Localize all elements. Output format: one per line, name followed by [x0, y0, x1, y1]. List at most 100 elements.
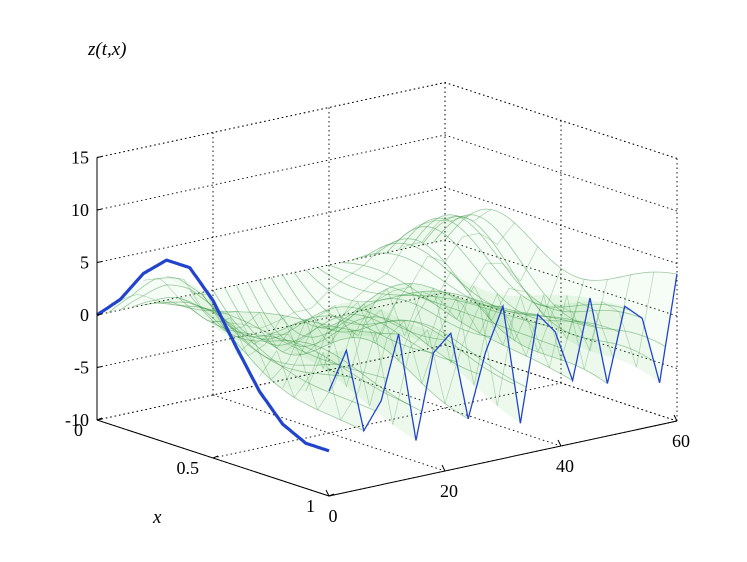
- surface-strip: [349, 253, 585, 340]
- surface-strip: [189, 294, 425, 412]
- surface-strip: [273, 276, 509, 346]
- surface-strip: [381, 229, 617, 358]
- surface-strip: [378, 232, 614, 371]
- x-tick-label: 0: [74, 420, 83, 440]
- surface-strip: [160, 300, 396, 357]
- surface-strip: [186, 295, 422, 426]
- t-tick-0: [325, 489, 330, 497]
- surface-strip: [271, 276, 506, 329]
- surface-strip: [424, 217, 660, 383]
- x-tick-1: [328, 493, 335, 497]
- mesh-line: [212, 289, 446, 341]
- z-tick-label: 15: [71, 148, 89, 168]
- mesh-line: [317, 267, 550, 327]
- mesh-line: [293, 272, 527, 388]
- x-tick-label: 1: [306, 496, 315, 516]
- mesh-line: [154, 302, 388, 379]
- t-tick-20: [441, 464, 446, 472]
- surface-strip: [340, 261, 576, 381]
- surface-strip: [128, 294, 364, 431]
- mesh-line: [282, 274, 515, 385]
- surface-strip: [442, 209, 677, 293]
- x-axis-label: x: [152, 507, 162, 528]
- floor-line-x-0: [96, 344, 446, 421]
- surface-strip: [375, 235, 611, 384]
- surface-strip: [247, 281, 483, 375]
- mesh-line: [421, 216, 655, 362]
- z-tick-label: 5: [80, 253, 89, 273]
- surface-strip: [253, 280, 489, 352]
- mesh-line: [352, 252, 585, 326]
- surface-strip: [297, 271, 532, 369]
- surface-strip: [294, 271, 530, 387]
- surface-strip: [172, 298, 408, 388]
- surface-strip: [436, 211, 672, 329]
- mesh-line-t: [189, 246, 539, 350]
- surface-strip: [265, 278, 501, 333]
- surface-strip: [213, 289, 448, 340]
- surface-strip: [268, 277, 503, 330]
- surface-strip: [355, 245, 590, 312]
- surface-strip: [346, 256, 582, 353]
- surface-strip: [291, 272, 527, 406]
- z-axis-label: z(t,x): [87, 39, 127, 60]
- mesh-line-t: [120, 215, 469, 329]
- surface-strip: [427, 216, 663, 383]
- surface-strip: [218, 288, 454, 348]
- surface-strip: [236, 284, 472, 419]
- surface-strip: [198, 292, 434, 368]
- surface-strip: [314, 267, 550, 326]
- z-tick-label: -10: [65, 410, 89, 430]
- z-tick-15: [96, 156, 103, 158]
- z-tick-label: -5: [74, 358, 89, 378]
- surface-strip: [413, 215, 648, 340]
- surface-strip: [126, 291, 361, 418]
- mesh-line: [108, 277, 341, 366]
- surface-strip: [372, 238, 608, 384]
- surface-strip: [421, 216, 657, 372]
- mesh-line: [328, 264, 562, 349]
- surface-strip: [305, 269, 541, 318]
- mesh-line: [409, 214, 643, 319]
- surface-strip: [166, 299, 402, 352]
- surface-strip: [366, 240, 602, 355]
- surface-strip: [149, 303, 385, 401]
- surface: [97, 208, 678, 441]
- surface-strip: [384, 226, 619, 345]
- surface-strip: [418, 216, 654, 362]
- grid-line-z-15: [96, 82, 678, 159]
- z-tick-0: [96, 313, 103, 316]
- floor-line-t-40: [328, 369, 562, 447]
- mesh-line: [375, 238, 608, 384]
- surface-strip: [430, 214, 666, 365]
- z-tick--5: [96, 366, 103, 368]
- surface-strip: [134, 298, 370, 426]
- surface-strip: [311, 268, 547, 324]
- z-tick-label: 10: [71, 200, 89, 220]
- t-tick-label: 20: [440, 481, 458, 501]
- surface-strip: [317, 266, 553, 329]
- top-edge: [96, 82, 678, 159]
- surface-strip: [439, 210, 675, 311]
- surface-strip: [108, 277, 344, 366]
- surface-strip: [308, 268, 544, 321]
- surface-strip: [360, 243, 596, 327]
- surface-strip: [114, 278, 350, 364]
- surface-strip: [389, 220, 625, 320]
- surface-strip: [221, 287, 457, 362]
- surface-strip: [201, 291, 437, 353]
- surface-strip: [302, 270, 538, 333]
- surface-strip: [256, 280, 492, 345]
- t-tick-label: 40: [556, 456, 574, 476]
- t-axis-line: [328, 420, 678, 497]
- surface-strip: [137, 299, 373, 421]
- surface-strip: [352, 249, 588, 326]
- z-tick-label: 0: [80, 305, 89, 325]
- surface-strip: [143, 302, 379, 411]
- surface-strip: [152, 302, 387, 390]
- surface-strip: [157, 301, 393, 368]
- mesh-line: [201, 292, 434, 354]
- surface-strip: [169, 298, 405, 370]
- surface-strip: [117, 281, 353, 378]
- edge-curve-x1: [328, 273, 678, 441]
